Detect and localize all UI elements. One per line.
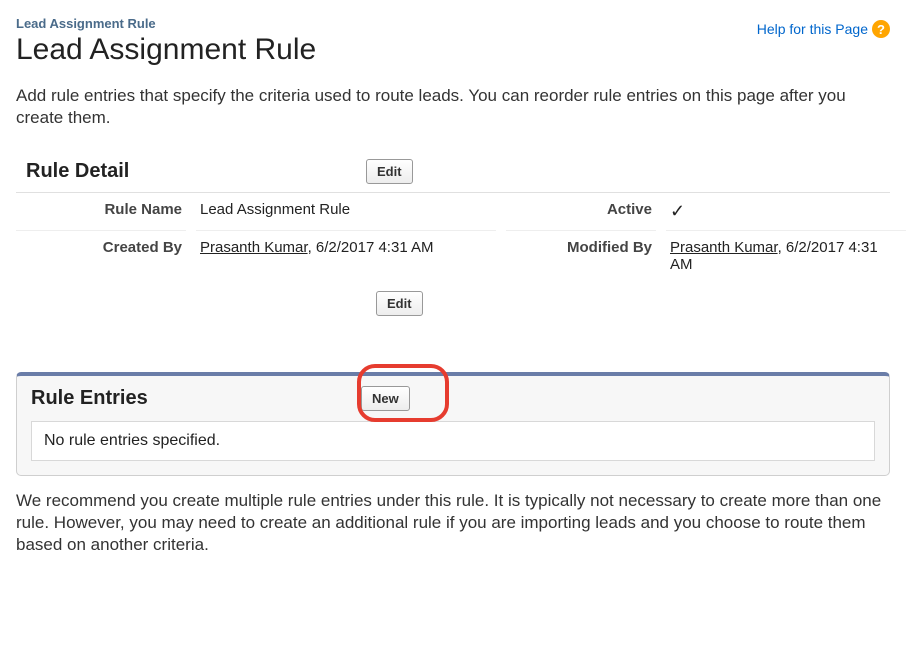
created-by-user-link[interactable]: Prasanth Kumar <box>200 239 308 256</box>
created-by-label: Created By <box>16 231 186 281</box>
edit-button-top[interactable]: Edit <box>366 159 413 184</box>
rule-name-label: Rule Name <box>16 193 186 231</box>
modified-by-value: Prasanth Kumar, 6/2/2017 4:31 AM <box>666 231 906 281</box>
rule-entries-empty-message: No rule entries specified. <box>31 421 875 461</box>
active-label: Active <box>506 193 656 231</box>
edit-button-bottom[interactable]: Edit <box>376 291 423 316</box>
new-button[interactable]: New <box>361 386 410 411</box>
page-description: Add rule entries that specify the criter… <box>16 85 890 129</box>
rule-detail-title: Rule Detail <box>26 160 366 183</box>
modified-by-label: Modified By <box>506 231 656 281</box>
rule-entries-title: Rule Entries <box>31 387 361 410</box>
page-title: Lead Assignment Rule <box>16 33 316 67</box>
breadcrumb: Lead Assignment Rule <box>16 16 316 31</box>
created-by-value: Prasanth Kumar, 6/2/2017 4:31 AM <box>196 231 496 281</box>
rule-name-value: Lead Assignment Rule <box>196 193 496 231</box>
checkmark-icon: ✓ <box>670 201 685 221</box>
footer-text: We recommend you create multiple rule en… <box>16 490 890 556</box>
rule-entries-panel: Rule Entries New No rule entries specifi… <box>16 372 890 476</box>
active-value: ✓ <box>666 193 906 231</box>
help-link[interactable]: Help for this Page <box>757 21 868 37</box>
modified-by-user-link[interactable]: Prasanth Kumar <box>670 239 778 256</box>
help-icon[interactable]: ? <box>872 20 890 38</box>
created-by-datetime: 6/2/2017 4:31 AM <box>316 239 434 256</box>
